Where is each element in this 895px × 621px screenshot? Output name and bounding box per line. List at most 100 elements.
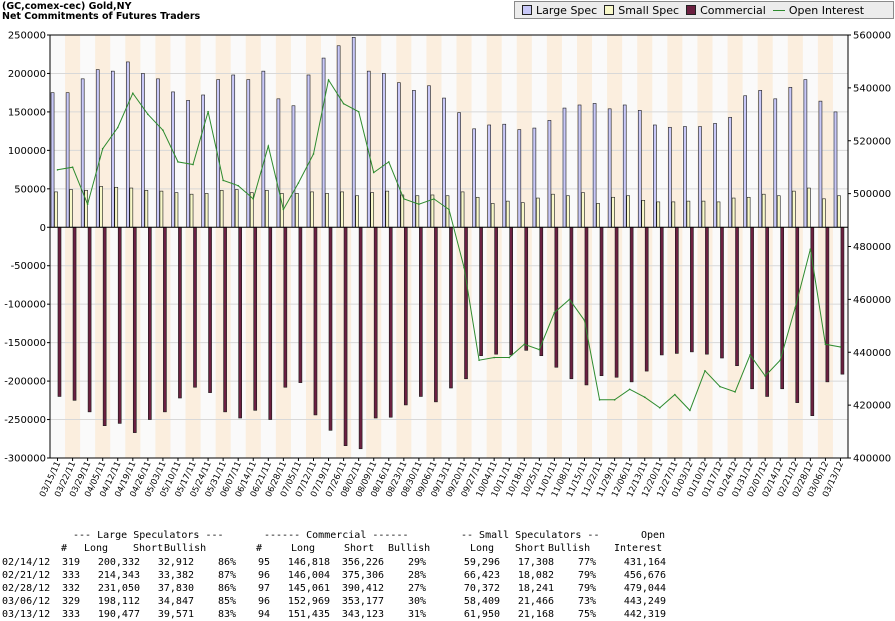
open-interest-point: [132, 92, 134, 94]
left-axis-label: 250000: [8, 31, 46, 42]
bar-small-spec: [265, 190, 269, 228]
bar-commercial: [193, 226, 197, 388]
bar-commercial: [464, 226, 468, 380]
bar-large-spec: [171, 91, 175, 228]
bar-commercial: [253, 226, 258, 411]
bar-commercial: [614, 226, 619, 378]
open-interest-point: [403, 198, 405, 200]
left-axis-label: -300000: [4, 454, 46, 465]
open-interest-point: [568, 298, 571, 301]
bar-small-spec: [204, 193, 209, 228]
bar-large-spec: [698, 126, 702, 228]
bar-large-spec: [472, 128, 476, 228]
open-interest-point: [267, 145, 270, 147]
bar-large-spec: [397, 82, 401, 228]
table-cell: 353,177: [341, 596, 384, 607]
open-interest-point: [719, 385, 721, 388]
bar-small-spec: [776, 195, 781, 228]
bar-large-spec: [276, 98, 281, 228]
legend-item-small-spec: Small Spec: [604, 4, 679, 17]
bar-commercial: [780, 226, 785, 390]
bar-commercial: [313, 226, 318, 416]
chart-title: (GC,comex-cec) Gold,NY: [2, 1, 132, 12]
bar-large-spec: [201, 94, 205, 228]
table-column-header: Long: [470, 543, 495, 554]
bar-commercial: [644, 226, 649, 372]
open-interest-point: [312, 153, 315, 155]
bar-small-spec: [716, 201, 721, 228]
bar-large-spec: [95, 69, 100, 228]
bar-commercial: [675, 226, 679, 354]
bar-large-spec: [141, 73, 145, 228]
bar-large-spec: [336, 45, 341, 228]
bar-commercial: [434, 226, 438, 403]
table-cell: 231,050: [97, 583, 140, 594]
table-cell-date: 02/14/12: [2, 557, 51, 568]
chart-legend: Large Spec Small Spec Commercial Open In…: [514, 1, 894, 19]
open-interest-point: [613, 399, 616, 401]
table-cell: 29%: [407, 557, 426, 568]
legend-label-open-interest: Open Interest: [788, 3, 865, 17]
bar-small-spec: [84, 190, 88, 228]
table-cell: 200,332: [97, 557, 140, 568]
bar-commercial: [238, 226, 242, 419]
bar-small-spec: [400, 194, 405, 228]
bar-small-spec: [791, 190, 796, 228]
table-cell: 21,466: [517, 596, 554, 607]
bar-small-spec: [656, 201, 661, 228]
bar-small-spec: [445, 195, 450, 228]
table-cell: 32,912: [157, 557, 194, 568]
table-cell: 375,306: [341, 570, 384, 581]
bar-small-spec: [219, 190, 224, 228]
open-interest-point: [207, 110, 209, 113]
bar-commercial: [629, 226, 634, 383]
open-interest-point: [192, 163, 194, 166]
bar-small-spec: [490, 203, 495, 228]
chart-subtitle: Net Commitments of Futures Traders: [2, 11, 201, 22]
bar-commercial: [208, 226, 212, 393]
table-cell-date: 03/13/12: [2, 609, 51, 620]
table-column-header: Bullish: [548, 543, 591, 554]
bar-commercial: [765, 226, 769, 397]
table-column-header: Short: [515, 543, 546, 554]
bar-large-spec: [457, 112, 461, 228]
table-cell: 27%: [407, 583, 426, 594]
bar-small-spec: [114, 186, 119, 228]
open-interest-point: [764, 375, 766, 377]
column-band: [516, 35, 532, 458]
bar-commercial: [554, 226, 559, 368]
open-interest-point: [297, 182, 300, 184]
open-interest-point: [689, 409, 691, 412]
table-cell: 190,477: [97, 609, 140, 620]
open-interest-point: [116, 126, 119, 129]
open-interest-point: [162, 129, 164, 131]
table-cell: 17,308: [517, 557, 554, 568]
table-cell: 333: [61, 609, 80, 620]
open-interest-point: [553, 311, 556, 314]
right-axis-label: 540000: [853, 83, 891, 94]
bar-large-spec: [833, 111, 838, 228]
bar-small-spec: [189, 193, 194, 228]
open-interest-point: [418, 203, 420, 205]
open-interest-point: [177, 161, 179, 163]
cot-chart: 250000200000150000100000500000-50000-100…: [4, 31, 891, 499]
bar-large-spec: [818, 100, 823, 228]
bar-small-spec: [822, 198, 826, 228]
table-cell: 146,818: [287, 557, 330, 568]
bar-small-spec: [370, 192, 375, 228]
bar-small-spec: [551, 193, 555, 228]
table-cell: 96: [257, 596, 270, 607]
bar-large-spec: [637, 110, 642, 228]
legend-swatch-small-spec: [604, 5, 615, 15]
bar-commercial: [720, 226, 724, 359]
table-cell: 86%: [217, 583, 236, 594]
bar-commercial: [599, 226, 604, 377]
bar-large-spec: [532, 127, 537, 228]
open-interest-point: [342, 102, 345, 105]
bar-small-spec: [536, 197, 540, 228]
open-interest-point: [56, 169, 59, 171]
bar-large-spec: [156, 78, 160, 228]
bar-large-spec: [562, 107, 567, 228]
open-interest-point: [357, 110, 360, 113]
table-cell: 73%: [577, 596, 596, 607]
